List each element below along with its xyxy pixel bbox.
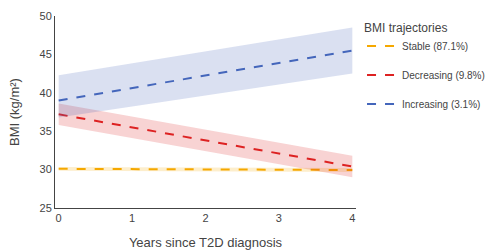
svg-text:Decreasing (9.8%): Decreasing (9.8%) (402, 70, 485, 81)
svg-text:Stable (87.1%): Stable (87.1%) (402, 41, 468, 52)
svg-text:4: 4 (349, 212, 355, 224)
svg-text:2: 2 (202, 212, 208, 224)
svg-text:40: 40 (40, 87, 52, 99)
svg-text:45: 45 (40, 48, 52, 60)
svg-text:0: 0 (56, 212, 62, 224)
svg-text:1: 1 (129, 212, 135, 224)
svg-text:BMI trajectories: BMI trajectories (364, 21, 447, 35)
svg-text:Increasing (3.1%): Increasing (3.1%) (402, 99, 480, 110)
svg-text:50: 50 (40, 10, 52, 22)
svg-text:25: 25 (40, 202, 52, 214)
svg-text:3: 3 (276, 212, 282, 224)
svg-text:35: 35 (40, 125, 52, 137)
svg-text:Years since T2D diagnosis: Years since T2D diagnosis (129, 235, 283, 250)
svg-text:30: 30 (40, 163, 52, 175)
svg-text:BMI (kg/m²): BMI (kg/m²) (7, 78, 22, 146)
